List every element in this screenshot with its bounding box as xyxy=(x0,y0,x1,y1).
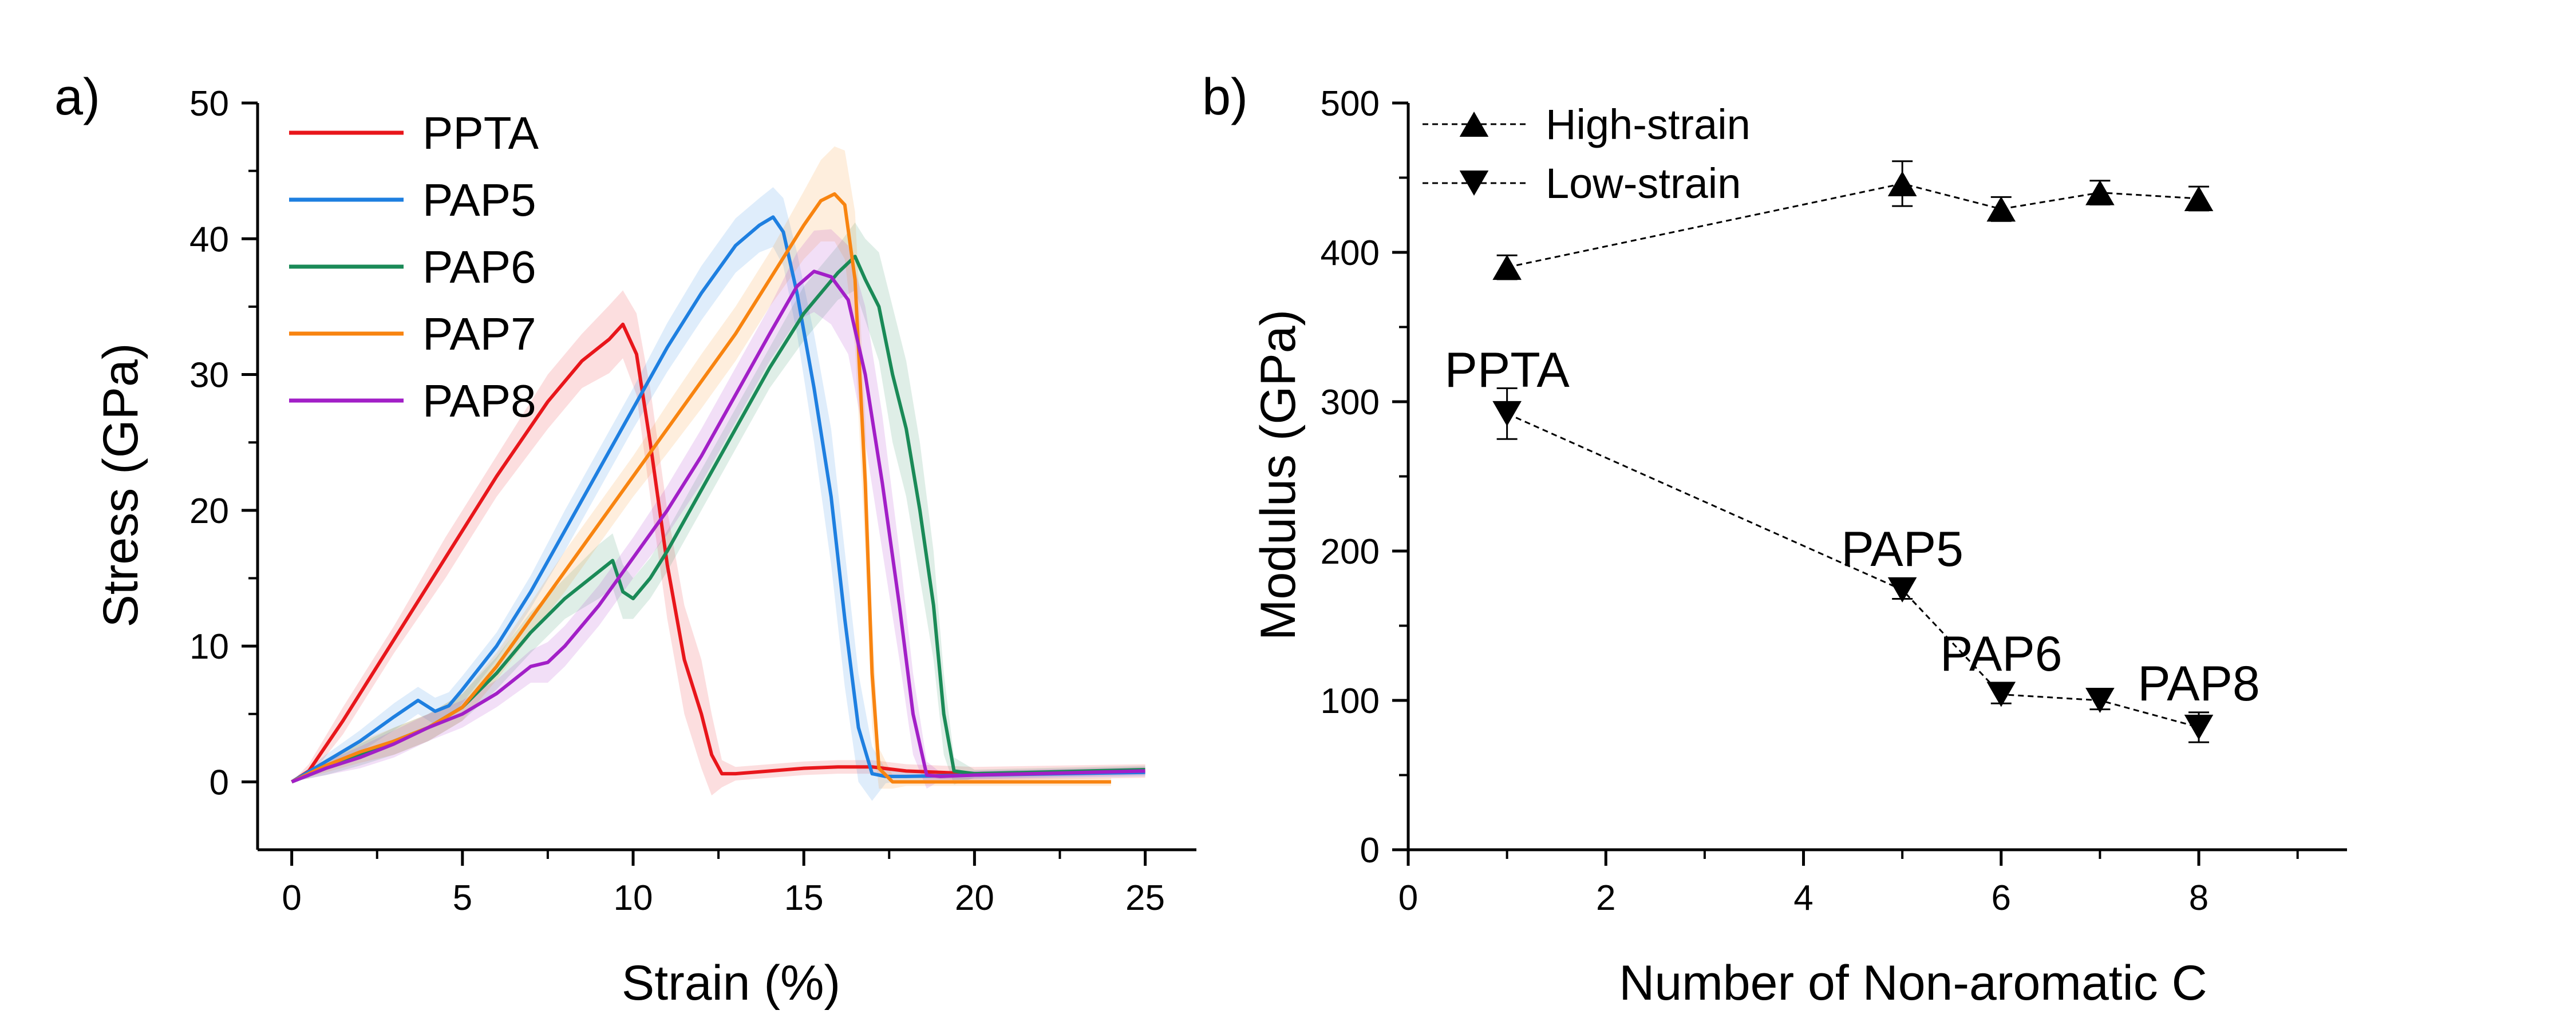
legend-label-ppta: PPTA xyxy=(422,108,539,159)
series-line-pap7 xyxy=(291,192,1111,784)
series-line-pap8 xyxy=(291,270,1145,784)
legend-label-pap6: PAP6 xyxy=(422,241,536,292)
panel-b-x-tick-label: 0 xyxy=(1398,878,1418,918)
panel-a-y-tick-label: 40 xyxy=(189,220,229,259)
panel-a-x-tick-label: 0 xyxy=(282,878,301,918)
panel-b-x-tick-label: 8 xyxy=(2189,878,2208,918)
data-point-high-strain xyxy=(2085,180,2115,205)
data-point-high-strain xyxy=(1986,196,2016,222)
legend-label-pap7: PAP7 xyxy=(422,308,536,359)
series-line-ppta xyxy=(291,322,1145,783)
data-point-low-strain xyxy=(1986,682,2016,707)
panel-b-x-tick-label: 2 xyxy=(1596,878,1615,918)
panel-b-y-tick-label: 100 xyxy=(1321,682,1380,721)
panel-b-y-tick-label: 500 xyxy=(1321,84,1380,124)
legend-label-low-strain: Low-strain xyxy=(1546,160,1741,207)
panel-a-label: a) xyxy=(54,69,100,126)
annotation-pap8: PAP8 xyxy=(2138,656,2260,711)
panel-b-y-tick-label: 0 xyxy=(1360,831,1380,870)
series-line-pap5 xyxy=(291,215,1145,783)
data-point-low-strain xyxy=(1492,401,1522,426)
panel-a-x-tick-label: 20 xyxy=(955,878,994,918)
panel-b-annotations: PPTA PAP5 PAP6 PAP8 xyxy=(1445,343,2260,711)
panel-a-axes: 0 5 10 15 20 25 0 10 20 30 40 50 xyxy=(189,84,1196,918)
panel-b-x-tick-label: 4 xyxy=(1793,878,1813,918)
legend-label-pap8: PAP8 xyxy=(422,375,536,426)
panel-a-y-tick-label: 50 xyxy=(189,84,229,124)
panel-b-label: b) xyxy=(1202,69,1248,126)
panel-b-modulus-chart: b) 0 2 4 6 8 0 100 200 300 400 500 High-strain Low-… xyxy=(1202,69,2347,1011)
panel-a-x-tick-label: 25 xyxy=(1125,878,1165,918)
series-band-pap5 xyxy=(291,187,1145,801)
panel-b-y-tick-label: 300 xyxy=(1321,383,1380,422)
panel-b-legend: High-strain Low-strain xyxy=(1423,101,1751,207)
panel-a-y-tick-label: 10 xyxy=(189,627,229,667)
panel-b-y-tick-label: 400 xyxy=(1321,233,1380,273)
panel-b-axes: 0 2 4 6 8 0 100 200 300 400 500 xyxy=(1321,84,2347,918)
data-point-low-strain xyxy=(1887,577,1917,603)
panel-a-x-tick-label: 10 xyxy=(614,878,653,918)
data-point-low-strain xyxy=(2085,688,2115,713)
panel-b-series xyxy=(1492,160,2214,743)
series-band-ppta xyxy=(291,290,1145,796)
panel-b-x-tick-label: 6 xyxy=(1992,878,2011,918)
data-point-high-strain xyxy=(2184,186,2214,212)
legend-marker-high-strain xyxy=(1459,112,1489,137)
data-point-high-strain xyxy=(1492,255,1522,280)
panel-a-stress-strain-chart: a) 0 5 10 15 20 25 0 10 20 30 40 50 PPTA PAP5 PAP6 PAP… xyxy=(54,69,1196,1011)
panel-b-x-axis-title: Number of Non-aromatic C xyxy=(1619,956,2207,1011)
data-point-high-strain xyxy=(1887,171,1917,196)
panel-a-legend: PPTA PAP5 PAP6 PAP7 PAP8 xyxy=(289,108,539,426)
panel-b-y-axis-title: Modulus (GPa) xyxy=(1251,310,1306,640)
legend-marker-low-strain xyxy=(1459,171,1489,196)
panel-a-y-tick-label: 0 xyxy=(210,763,229,802)
annotation-ppta: PPTA xyxy=(1445,343,1570,398)
legend-label-pap5: PAP5 xyxy=(422,175,536,225)
panel-a-y-axis-title: Stress (GPa) xyxy=(93,343,148,628)
data-point-low-strain xyxy=(2184,714,2214,740)
annotation-pap6: PAP6 xyxy=(1940,627,2063,682)
annotation-pap5: PAP5 xyxy=(1841,522,1963,577)
panel-a-x-tick-label: 15 xyxy=(784,878,824,918)
panel-b-y-tick-label: 200 xyxy=(1321,532,1380,572)
panel-a-y-tick-label: 30 xyxy=(189,356,229,395)
panel-a-series-lines xyxy=(291,192,1145,784)
legend-label-high-strain: High-strain xyxy=(1546,101,1751,148)
panel-a-x-axis-title: Strain (%) xyxy=(622,956,840,1011)
series-band-pap6 xyxy=(291,222,1145,785)
panel-a-error-bands xyxy=(291,146,1145,801)
panel-a-x-tick-label: 5 xyxy=(453,878,472,918)
panel-a-y-tick-label: 20 xyxy=(189,492,229,531)
